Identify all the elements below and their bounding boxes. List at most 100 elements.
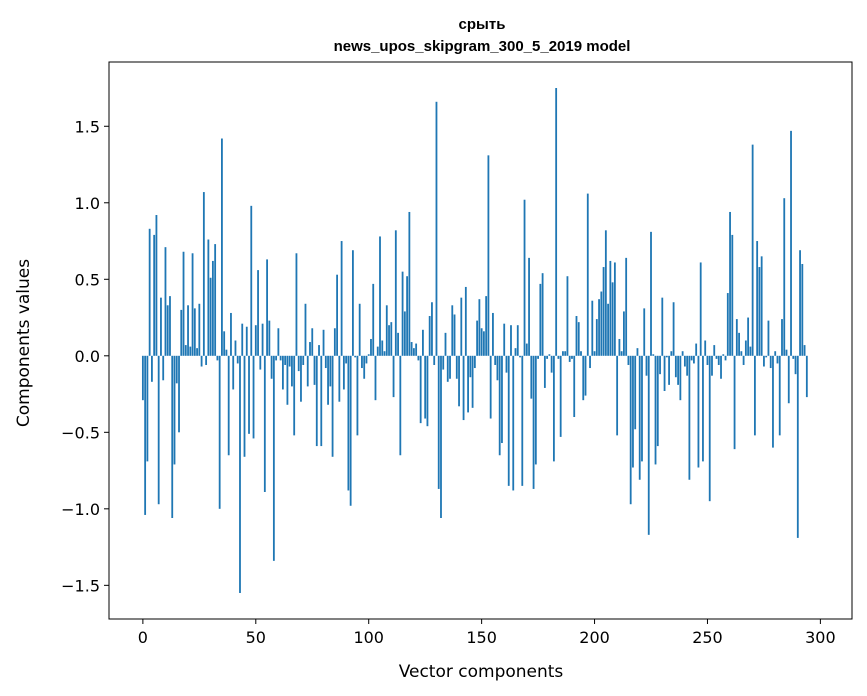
bar-81 [324,355,327,369]
bar-127 [428,316,431,356]
x-axis-ticks: 0 50 100 150 200 250 300 [138,619,836,647]
bar-228 [656,355,659,447]
bar-49 [252,355,255,439]
bar-182 [552,355,555,462]
bar-158 [498,355,501,456]
bar-161 [505,355,508,373]
bar-242 [688,355,691,480]
bar-287 [790,130,792,356]
bar-109 [388,325,390,356]
bar-83 [329,355,332,387]
bar-114 [399,355,402,456]
bar-257 [722,354,725,356]
bar-283 [781,319,783,356]
bar-36 [223,331,226,356]
bar-48 [250,205,253,356]
bar-120 [412,348,415,356]
bar-106 [381,340,384,356]
bar-26 [200,355,203,367]
bar-236 [674,355,677,378]
bar-34 [218,355,221,509]
bar-3 [148,228,151,356]
plot-frame [108,61,853,620]
bar-280 [774,351,777,356]
bar-238 [679,355,682,401]
bar-107 [383,351,386,356]
bar-235 [672,302,675,356]
bar-17 [180,309,183,356]
bar-174 [534,355,537,465]
bar-190 [571,355,573,359]
bar-248 [702,355,704,462]
bar-33 [216,355,219,361]
bar-277 [767,320,770,356]
bar-197 [586,193,589,356]
bar-56 [268,320,271,356]
bar-21 [189,346,192,356]
bar-14 [173,355,176,465]
bar-8 [160,297,162,356]
bar-170 [525,343,528,356]
bar-95 [356,355,359,436]
bar-45 [243,355,246,457]
y-tick-label-3: 0.0 [75,347,100,366]
bar-226 [652,354,655,356]
bar-247 [699,262,702,356]
bar-168 [521,355,524,486]
bar-60 [277,328,280,356]
bar-213 [623,311,625,356]
bar-63 [284,355,287,365]
bar-243 [690,355,693,361]
bar-116 [403,311,406,356]
bar-294 [805,355,808,398]
bar-259 [726,293,729,356]
y-tick-label-2: −0.5 [61,423,100,442]
bar-70 [300,355,302,402]
bar-88 [340,241,343,356]
bar-261 [731,234,734,356]
bar-173 [532,355,535,489]
bar-292 [801,263,804,356]
bar-162 [507,355,510,486]
bar-256 [720,355,722,379]
bar-171 [528,257,530,356]
bar-224 [647,355,650,535]
bar-289 [794,355,797,375]
bar-271 [753,355,756,436]
bar-119 [410,342,413,356]
bar-204 [602,267,605,356]
bar-163 [510,325,512,356]
bar-290 [796,355,799,538]
bar-24 [196,348,198,356]
bar-157 [496,355,499,381]
bar-273 [758,267,761,356]
bar-71 [302,355,305,365]
bar-87 [338,355,341,402]
bar-124 [422,329,424,356]
bar-278 [769,355,772,369]
bar-11 [166,305,169,356]
bar-139 [455,355,458,379]
bar-69 [297,355,300,372]
bar-38 [227,355,230,456]
bar-129 [433,355,436,365]
bar-13 [171,355,174,518]
bar-37 [225,349,228,356]
bar-10 [164,247,167,356]
bar-154 [489,355,492,419]
bar-130 [435,101,438,356]
bar-148 [476,320,479,356]
bar-96 [358,303,361,356]
bar-201 [595,319,598,356]
bar-147 [473,355,476,369]
bar-80 [322,329,325,356]
bar-18 [182,251,185,356]
bar-118 [408,211,411,356]
bar-6 [155,215,158,356]
x-axis-label: Vector components [399,662,564,682]
bar-47 [248,355,250,434]
bar-84 [331,355,334,457]
bar-89 [342,355,345,390]
chart-title: срыть [459,16,506,33]
bar-209 [613,262,616,356]
